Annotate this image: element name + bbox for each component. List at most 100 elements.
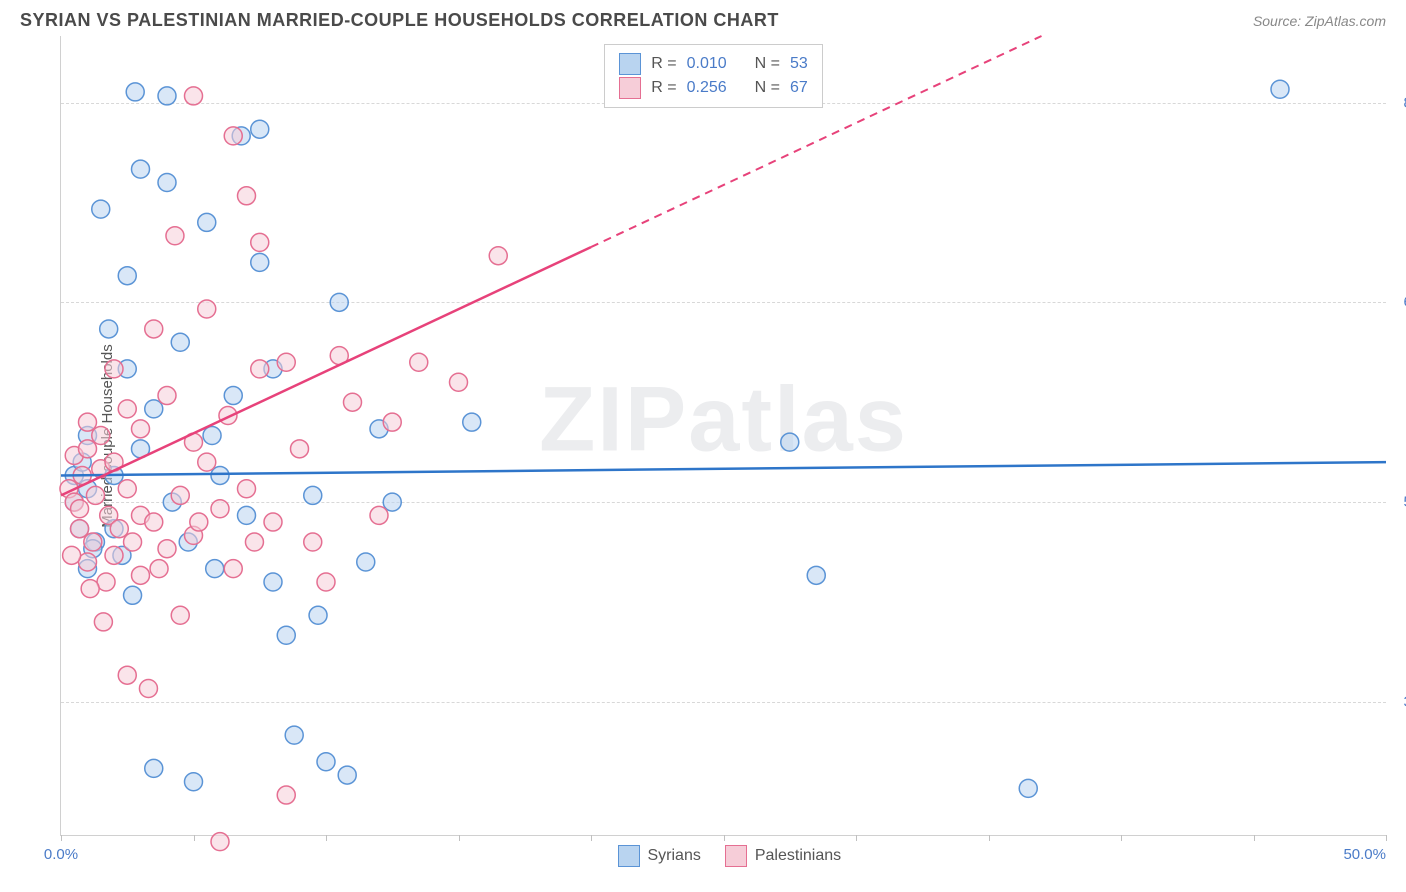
data-point [94,613,112,631]
scatter-plot [61,36,1386,835]
data-point [86,486,104,504]
r-label: R = [651,79,676,97]
x-tick [1254,835,1255,841]
data-point [383,493,401,511]
data-point [110,520,128,538]
data-point [71,500,89,518]
data-point [100,320,118,338]
data-point [238,480,256,498]
data-point [383,413,401,431]
data-point [450,373,468,391]
data-point [224,127,242,145]
data-point [309,606,327,624]
data-point [370,506,388,524]
n-value: 53 [790,55,808,73]
data-point [807,566,825,584]
n-value: 67 [790,79,808,97]
x-tick [61,835,62,841]
n-label: N = [755,55,780,73]
data-point [166,227,184,245]
data-point [224,560,242,578]
series-legend: Syrians Palestinians [618,845,842,867]
data-point [126,83,144,101]
data-point [1271,80,1289,98]
data-point [251,120,269,138]
data-point [304,533,322,551]
x-tick [194,835,195,841]
data-point [171,486,189,504]
legend-item: Palestinians [725,845,841,867]
data-point [211,833,229,851]
data-point [781,433,799,451]
x-tick [1386,835,1387,841]
data-point [158,387,176,405]
data-point [238,506,256,524]
data-point [245,533,263,551]
x-tick [459,835,460,841]
data-point [145,759,163,777]
data-point [277,786,295,804]
data-point [489,247,507,265]
x-tick-label: 50.0% [1343,846,1386,863]
legend-label: Syrians [648,847,701,865]
x-tick-label: 0.0% [44,846,78,863]
data-point [264,513,282,531]
data-point [277,626,295,644]
data-point [132,160,150,178]
data-point [317,753,335,771]
x-tick [989,835,990,841]
legend-row: R =0.256N =67 [619,77,807,99]
data-point [277,353,295,371]
data-point [344,393,362,411]
data-point [124,533,142,551]
x-tick [856,835,857,841]
data-point [291,440,309,458]
data-point [158,540,176,558]
data-point [185,773,203,791]
legend-swatch [618,845,640,867]
data-point [224,387,242,405]
data-point [63,546,81,564]
correlation-legend: R =0.010N =53R =0.256N =67 [604,44,822,108]
trend-line [61,247,591,495]
data-point [304,486,322,504]
x-tick [326,835,327,841]
data-point [124,586,142,604]
data-point [171,333,189,351]
data-point [158,87,176,105]
data-point [81,580,99,598]
data-point [132,566,150,584]
data-point [330,293,348,311]
data-point [145,320,163,338]
data-point [198,213,216,231]
data-point [317,573,335,591]
data-point [357,553,375,571]
data-point [211,500,229,518]
r-value: 0.010 [687,55,737,73]
data-point [238,187,256,205]
data-point [145,513,163,531]
data-point [79,413,97,431]
data-point [171,606,189,624]
data-point [338,766,356,784]
data-point [92,427,110,445]
legend-label: Palestinians [755,847,841,865]
data-point [105,546,123,564]
data-point [105,360,123,378]
data-point [118,480,136,498]
data-point [158,173,176,191]
data-point [211,466,229,484]
legend-row: R = 0.010 N = 53 [619,53,807,75]
chart-title: SYRIAN VS PALESTINIAN MARRIED-COUPLE HOU… [20,10,779,31]
x-tick [591,835,592,841]
data-point [150,560,168,578]
n-label: N = [755,79,780,97]
data-point [190,513,208,531]
data-point [139,680,157,698]
r-label: R = [651,55,676,73]
data-point [132,420,150,438]
data-point [145,400,163,418]
data-point [92,200,110,218]
x-tick [724,835,725,841]
legend-item: Syrians [618,845,701,867]
